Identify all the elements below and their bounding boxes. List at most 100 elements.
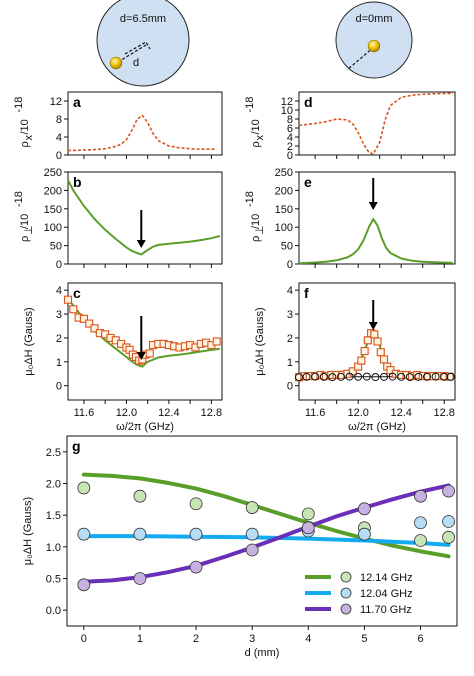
x-tick-label: 3 <box>249 633 255 645</box>
panel-label: e <box>304 174 312 190</box>
y-tick-label: 3 <box>287 309 293 321</box>
x-tick-label: 12.0 <box>116 407 137 419</box>
data-square <box>212 337 221 346</box>
x-tick-label: 4 <box>305 633 311 645</box>
y-tick-label: 12 <box>281 96 293 108</box>
data-circle-purple <box>245 543 259 557</box>
y-tick-label: 1.0 <box>46 542 61 554</box>
x-tick-label: 6 <box>417 633 423 645</box>
y-tick-label: 0 <box>56 259 62 271</box>
data-circle-blue <box>442 515 455 528</box>
panel-g: g 0.0 0.5 1.0 1.5 2.0 2.5 0 1 2 3 4 5 6 μ₀ΔH (Gauss) d … <box>22 435 458 659</box>
y-tick-label: 0 <box>287 259 293 271</box>
x-tick-label: 12.8 <box>201 407 222 419</box>
offset-label: d <box>133 57 139 69</box>
data-circle <box>414 372 423 381</box>
x-axis-label: ω/2π (GHz) <box>116 421 174 433</box>
series-line <box>298 92 453 155</box>
y-label-exp: -18 <box>244 97 256 113</box>
radius-line <box>346 46 375 71</box>
data-circle-purple <box>77 578 91 592</box>
y-axis-label: μ₀ΔH (Gauss) <box>22 497 34 565</box>
y-tick-label: 50 <box>50 241 62 253</box>
plot-frame <box>298 282 456 401</box>
x-tick-label: 0 <box>81 633 87 645</box>
y-tick-label: 10 <box>281 105 293 117</box>
plot-frame <box>66 435 458 627</box>
y-label-tail: /10 <box>250 214 262 229</box>
series-line <box>298 218 453 265</box>
y-label-tail: /10 <box>19 214 31 229</box>
offset-line <box>117 44 147 63</box>
plot-frame <box>67 91 223 156</box>
arrow-head <box>136 352 146 360</box>
y-tick-label: 4 <box>287 132 293 144</box>
y-tick-label: 1 <box>56 357 62 369</box>
y-tick-label: 0 <box>287 381 293 393</box>
panel-label: b <box>73 174 82 190</box>
series-line <box>67 114 217 152</box>
y-label-main: ρ <box>19 236 31 242</box>
data-circle-blue <box>245 527 259 541</box>
down-arrow-icon <box>136 316 146 360</box>
y-label-main: ρ <box>250 236 262 242</box>
data-square <box>85 319 94 328</box>
y-tick-label: 12 <box>50 96 62 108</box>
data-circle-purple <box>358 502 371 516</box>
panel-a: a 0 4 8 12 ρx/10 -18 <box>13 91 223 162</box>
sphere-icon <box>109 56 123 70</box>
panel-b: b 0 50 100 150 200 250 ρ⊥/10 -18 <box>13 167 223 271</box>
data-square <box>69 305 78 314</box>
y-tick-label: 100 <box>44 222 62 234</box>
panel-label: d <box>304 94 313 110</box>
plot-frame <box>298 171 456 265</box>
data-circle-purple <box>301 521 315 535</box>
y-tick-label: 150 <box>44 204 62 216</box>
x-tick-label: 1 <box>137 633 143 645</box>
y-label-sub: x <box>23 135 35 141</box>
y-label-main: ρ <box>250 141 262 147</box>
data-circle-blue <box>358 527 371 541</box>
y-axis-label: ρx/10 -18 <box>13 97 35 148</box>
y-tick-label: 200 <box>44 185 62 197</box>
y-tick-label: 3 <box>56 309 62 321</box>
y-label-tail: /10 <box>19 119 31 134</box>
data-square <box>145 349 154 358</box>
data-circle-green <box>414 534 427 547</box>
down-arrow-icon <box>368 300 378 330</box>
data-circle <box>423 372 432 381</box>
panel-label: a <box>73 94 81 110</box>
y-tick-label: 8 <box>287 114 293 126</box>
fit-line-green <box>81 472 451 559</box>
data-circle-purple <box>189 560 203 574</box>
panel-f: f 0 1 2 3 4 11.6 12.0 12.4 12.8 μ₀ΔH (Gauss) ω/2π (… <box>254 282 456 433</box>
y-tick-label: 1.5 <box>46 510 61 522</box>
data-square <box>376 348 385 357</box>
y-axis-label: ρ⊥/10 -18 <box>13 191 35 242</box>
data-circle <box>431 372 440 381</box>
y-tick-label: 2.5 <box>46 447 61 459</box>
y-label-tail: /10 <box>250 119 262 134</box>
x-tick-label: 11.6 <box>305 407 326 419</box>
y-label: μ₀ΔH (Gauss) <box>254 307 266 375</box>
data-circle <box>328 373 337 382</box>
disk-diagram-offset: d=6.5mm d <box>96 0 190 87</box>
y-label: μ₀ΔH (Gauss) <box>23 307 35 375</box>
y-axis-label: μ₀ΔH (Gauss) <box>23 307 35 375</box>
data-circle-blue <box>77 527 91 541</box>
y-tick-label: 2 <box>287 333 293 345</box>
x-axis-label: ω/2π (GHz) <box>348 421 406 433</box>
disk-label: d=6.5mm <box>120 13 166 25</box>
y-tick-label: 0 <box>56 150 62 162</box>
legend-marker <box>340 603 352 615</box>
x-tick-label: 12.0 <box>347 407 368 419</box>
data-square <box>360 347 369 356</box>
x-axis-label: d (mm) <box>245 647 280 659</box>
y-tick-label: 8 <box>56 114 62 126</box>
y-tick-label: 150 <box>275 204 293 216</box>
data-circle <box>362 372 371 381</box>
y-tick-label: 250 <box>44 167 62 179</box>
data-circle <box>371 373 380 382</box>
y-tick-label: 0.5 <box>46 574 61 586</box>
